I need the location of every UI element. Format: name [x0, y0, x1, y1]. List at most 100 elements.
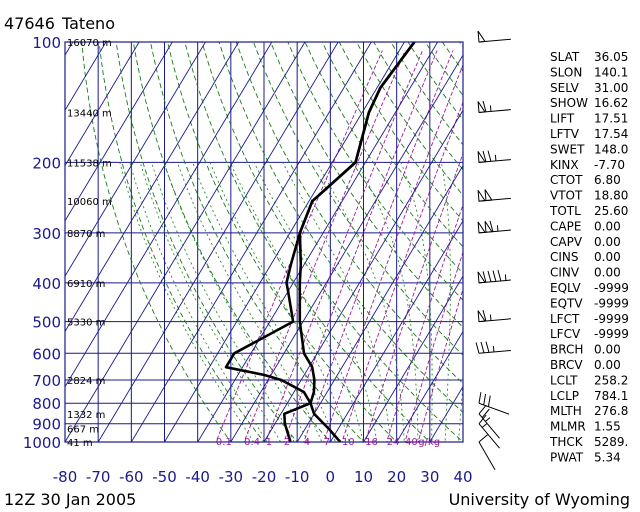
moist-adiabat — [356, 162, 419, 442]
index-value: 784.1 — [594, 389, 628, 403]
index-row: KINX -7.70 — [550, 158, 625, 172]
mixing-ratio-label: 24 — [387, 437, 400, 448]
index-name: EQLV — [550, 281, 581, 295]
skewed-isotherms — [65, 42, 463, 442]
height-label: 1332 m — [67, 410, 105, 421]
isotherm-line — [65, 42, 273, 388]
index-row: LCLP 784.1 — [550, 389, 628, 403]
pressure-tick-label: 100 — [32, 34, 61, 52]
moist-adiabat — [192, 162, 337, 442]
temperature-tick-label: 40 — [453, 468, 472, 486]
wind-barb — [477, 150, 511, 163]
footer-time: 12Z 30 Jan 2005 — [4, 490, 136, 509]
temperature-tick-label: -60 — [119, 468, 144, 486]
index-row: CTOT 6.80 — [550, 173, 621, 187]
pressure-tick-label: 900 — [32, 416, 61, 434]
temperature-tick-label: 30 — [420, 468, 439, 486]
index-name: SHOW — [550, 96, 588, 110]
index-name: LCLT — [550, 373, 578, 387]
dewpoint-profile — [224, 42, 416, 442]
index-name: SELV — [550, 81, 580, 95]
index-row: EQTV -9999 — [550, 296, 629, 310]
dry-adiabat — [270, 42, 463, 329]
index-name: LFCV — [550, 327, 581, 341]
grid-layer — [64, 41, 464, 443]
mixing-ratio-label: 16 — [365, 437, 378, 448]
stability-indices: SLAT 36.05 SLON 140.1 SELV 31.00 SHOW 16.62 LIFT… — [549, 50, 629, 464]
index-value: 31.00 — [594, 81, 628, 95]
mixing-ratio-label: 1 — [266, 437, 272, 448]
pressure-tick-label: 200 — [32, 154, 61, 172]
height-label: 16070 m — [67, 38, 112, 49]
isotherm-line — [197, 42, 439, 442]
temperature-tick-label: -80 — [53, 468, 78, 486]
index-value: -9999 — [594, 281, 629, 295]
index-value: 6.80 — [594, 173, 621, 187]
index-row: TOTL 25.60 — [549, 204, 628, 218]
index-value: 258.2 — [594, 373, 628, 387]
moist-adiabat — [458, 378, 463, 442]
mixing-ratio-label: 0.1 — [216, 437, 232, 448]
index-name: PWAT — [550, 450, 584, 464]
wind-barbs — [475, 30, 511, 470]
index-name: CTOT — [550, 173, 583, 187]
index-value: -7.70 — [594, 158, 625, 172]
temperature-tick-label: -20 — [252, 468, 277, 486]
pressure-tick-label: 1000 — [23, 434, 61, 452]
index-name: CINV — [550, 266, 580, 280]
index-name: THCK — [549, 435, 584, 449]
moist-adiabat — [209, 162, 350, 442]
isotherm-line — [65, 42, 173, 222]
index-name: EQTV — [550, 296, 583, 310]
index-row: SELV 31.00 — [550, 81, 628, 95]
temperature-tick-label: -70 — [86, 468, 111, 486]
index-name: LCLP — [550, 389, 579, 403]
index-row: LIFT 17.51 — [550, 112, 628, 126]
height-label: 2824 m — [67, 376, 105, 387]
height-label: 8870 m — [67, 229, 105, 240]
temperature-tick-label: 0 — [326, 468, 336, 486]
moist-adiabat — [229, 162, 364, 442]
dry-adiabat — [184, 42, 431, 442]
isotherm-line — [130, 42, 372, 442]
dry-adiabat — [321, 42, 463, 248]
mixing-ratio-line — [417, 287, 463, 442]
wind-barb — [477, 269, 511, 284]
index-row: LCLT 258.2 — [550, 373, 628, 387]
moist-adiabat — [440, 162, 451, 442]
index-name: CINS — [550, 250, 579, 264]
index-row: MLMR 1.55 — [550, 420, 621, 434]
index-row: BRCH 0.00 — [550, 343, 621, 357]
index-value: 18.80 — [594, 189, 628, 203]
index-row: CAPV 0.00 — [550, 235, 621, 249]
plot-area — [65, 42, 463, 442]
height-label: 10060 m — [67, 197, 112, 208]
index-name: SLAT — [550, 50, 580, 64]
index-name: SWET — [550, 142, 585, 156]
index-value: 5.34 — [594, 450, 621, 464]
station-name: Tateno — [61, 14, 115, 33]
index-row: THCK 5289. — [549, 435, 628, 449]
wind-barb — [478, 392, 510, 415]
temperature-tick-label: -50 — [152, 468, 177, 486]
moist-adiabat — [176, 162, 323, 442]
wind-barb — [477, 220, 511, 234]
mixing-ratio-label: 10 — [342, 437, 355, 448]
index-row: SWET 148.0 — [550, 142, 628, 156]
index-value: 36.05 — [594, 50, 628, 64]
mixing-ratio-line — [243, 50, 406, 442]
height-label: 6910 m — [67, 279, 105, 290]
index-name: TOTL — [549, 204, 581, 218]
index-name: KINX — [550, 158, 579, 172]
wind-barb — [477, 189, 511, 202]
mixing-ratio-line — [283, 50, 438, 442]
pressure-tick-label: 500 — [32, 314, 61, 332]
height-label: 41 m — [67, 438, 93, 449]
mixing-ratio-label: 40 — [405, 437, 418, 448]
height-label: 5330 m — [67, 318, 105, 329]
isotherm-line — [163, 42, 405, 442]
index-value: -9999 — [594, 296, 629, 310]
dry-adiabat — [338, 42, 463, 222]
